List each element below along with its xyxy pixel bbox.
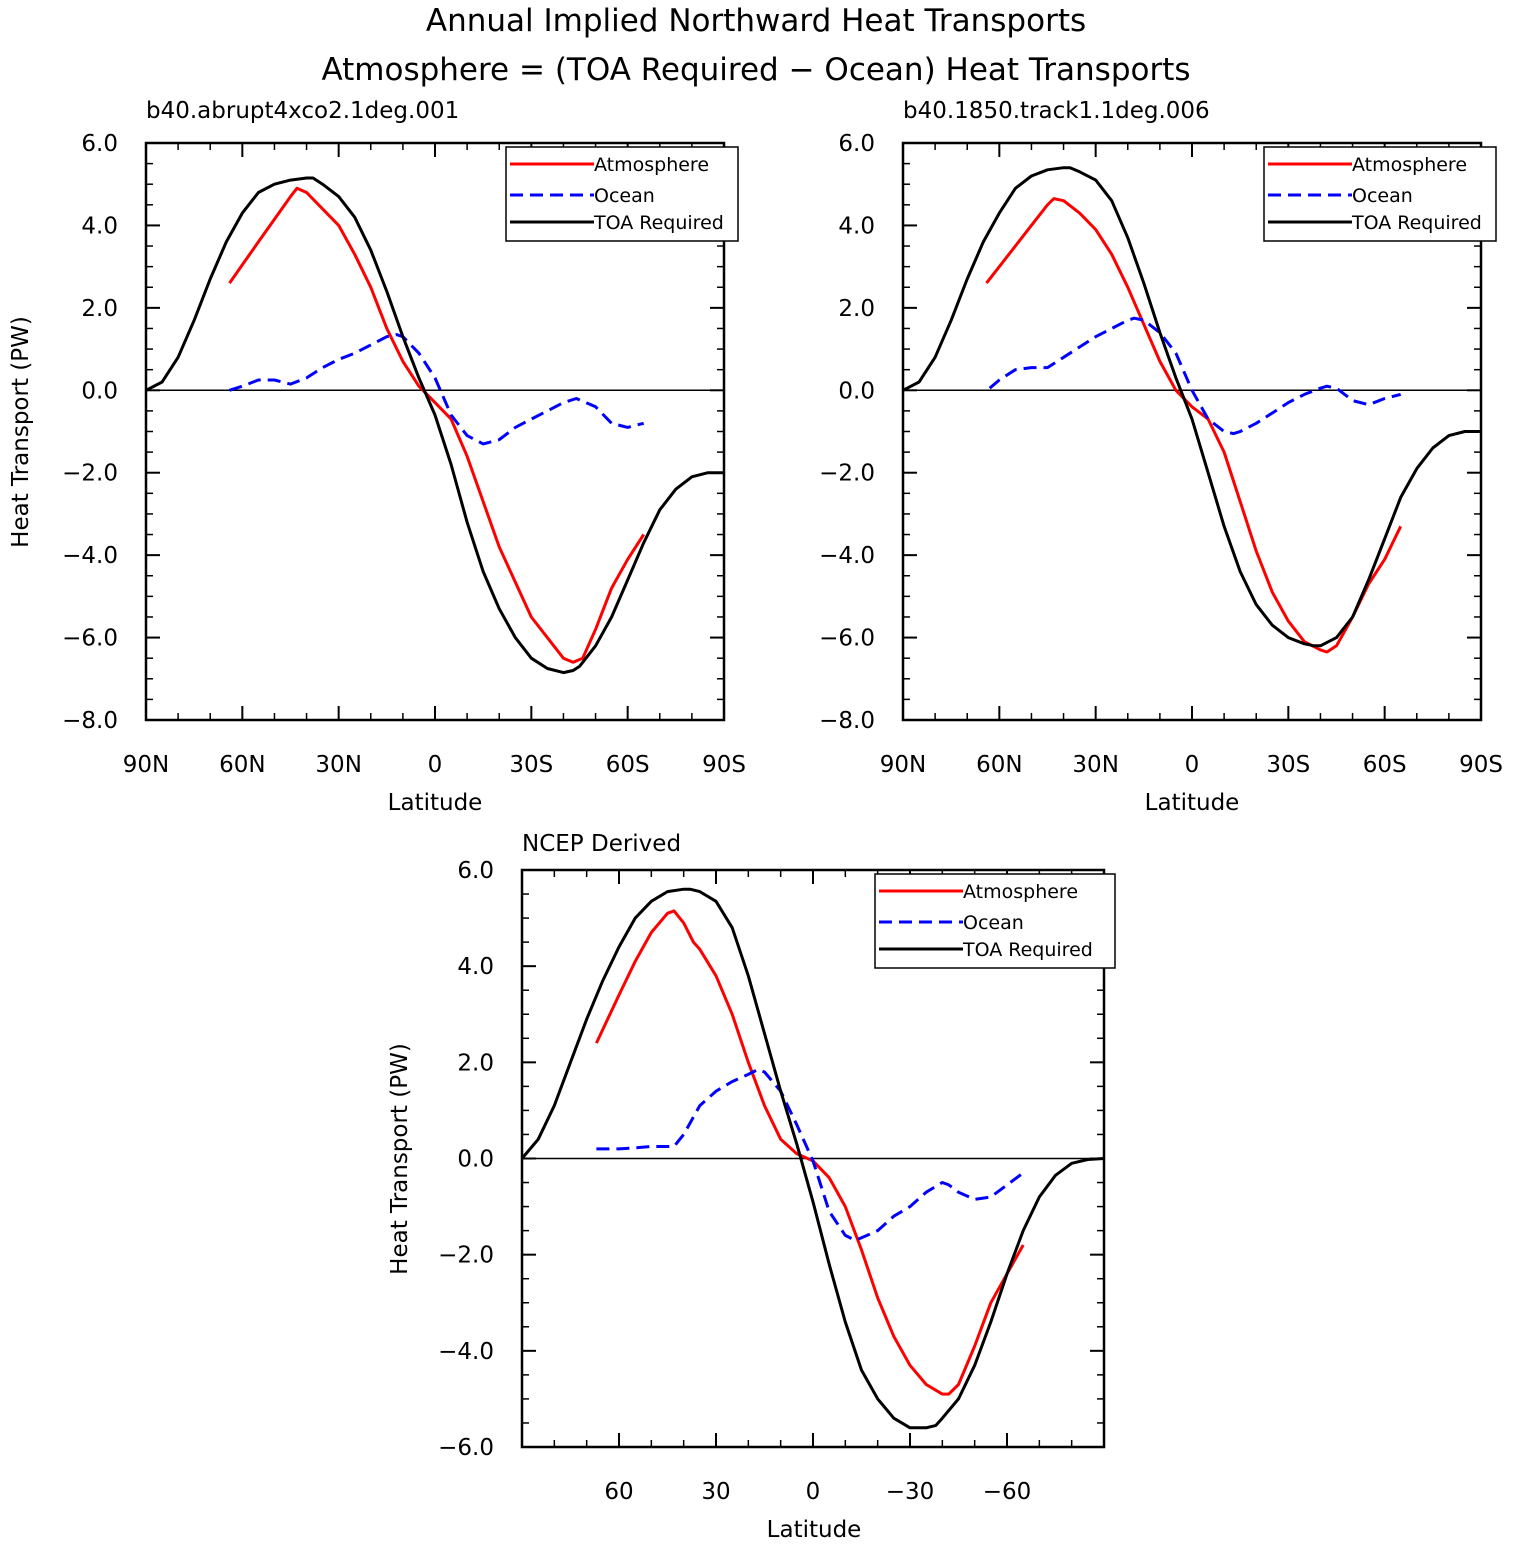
x-tick-label: 30N [1072,752,1118,778]
series-line-toa-required [520,887,1105,1430]
y-tick-label: −8.0 [62,708,118,734]
y-tick-label: −6.0 [62,626,118,652]
x-tick-label: 90S [702,752,746,778]
chart-panel-track1: b40.1850.track1.1deg.006 Latitude 6.0 4.0… [819,98,1503,816]
y-tick-label: 4.0 [457,954,494,980]
y-tick-label: −8.0 [819,708,875,734]
legend-label: Ocean [594,185,655,207]
legend-label: TOA Required [962,939,1093,961]
figure-title-line1: Annual Implied Northward Heat Transports [426,3,1086,39]
series-line-atmosphere [228,186,645,664]
series-line-ocean [229,333,645,446]
series-line-ocean [988,316,1402,436]
x-tick-label: 0 [1185,752,1200,778]
series-line-toa-required [902,166,1481,648]
legend-label: Atmosphere [594,154,709,176]
y-tick-label: −4.0 [819,543,875,569]
y-tick-label: 0.0 [838,378,875,404]
x-tick-label: 0 [806,1479,821,1505]
x-axis-label: Latitude [388,790,483,816]
y-tick-label: 2.0 [81,296,118,322]
y-axis-label: Heat Transport (PW) [387,1043,413,1275]
y-tick-label: −2.0 [819,461,875,487]
x-tick-label: 60S [1363,752,1407,778]
chart-panel-ncep: NCEP Derived Latitude Heat Transport (PW… [387,831,1116,1543]
y-axis-label: Heat Transport (PW) [8,316,34,548]
legend-label: Atmosphere [963,881,1078,903]
chart-panel-abrupt4xco2: b40.abrupt4xco2.1deg.001 Latitude Heat T… [8,98,746,816]
x-tick-label: −60 [983,1479,1032,1505]
legend-label: Ocean [963,912,1024,934]
panel-title: b40.abrupt4xco2.1deg.001 [146,98,459,124]
x-tick-label: 30N [315,752,361,778]
x-axis-label: Latitude [767,1517,862,1543]
x-tick-label: 60S [606,752,650,778]
x-axis-label: Latitude [1145,790,1240,816]
legend-label: Ocean [1352,185,1413,207]
y-tick-label: 6.0 [457,858,494,884]
x-tick-label: 60N [219,752,265,778]
legend-label: Atmosphere [1352,154,1467,176]
x-tick-label: 30 [701,1479,730,1505]
y-tick-label: −6.0 [819,626,875,652]
panel-title: b40.1850.track1.1deg.006 [903,98,1210,124]
x-tick-label: 90N [123,752,169,778]
x-tick-label: 90S [1459,752,1503,778]
y-tick-label: 4.0 [838,213,875,239]
series-line-atmosphere [985,197,1403,654]
y-tick-label: −6.0 [438,1435,494,1461]
series-line-ocean [596,1068,1025,1242]
series-line-toa-required [145,176,724,675]
y-tick-label: 0.0 [81,378,118,404]
y-tick-label: −2.0 [438,1243,494,1269]
x-tick-label: 90N [880,752,926,778]
legend-label: TOA Required [593,212,724,234]
figure-title-line2: Atmosphere = (TOA Required − Ocean) Heat… [321,52,1190,88]
x-tick-label: −30 [886,1479,935,1505]
panel-title: NCEP Derived [522,831,681,857]
x-tick-label: 30S [509,752,553,778]
y-tick-label: −4.0 [438,1339,494,1365]
x-tick-label: 60N [976,752,1022,778]
y-tick-label: 0.0 [457,1147,494,1173]
x-tick-label: 30S [1266,752,1310,778]
y-tick-label: 4.0 [81,213,118,239]
y-tick-label: 2.0 [838,296,875,322]
y-tick-label: 2.0 [457,1050,494,1076]
series-line-atmosphere [595,909,1025,1396]
y-tick-label: 6.0 [838,131,875,157]
y-tick-label: 6.0 [81,131,118,157]
y-tick-label: −2.0 [62,461,118,487]
x-tick-label: 60 [604,1479,633,1505]
legend-label: TOA Required [1351,212,1482,234]
y-tick-label: −4.0 [62,543,118,569]
x-tick-label: 0 [428,752,443,778]
